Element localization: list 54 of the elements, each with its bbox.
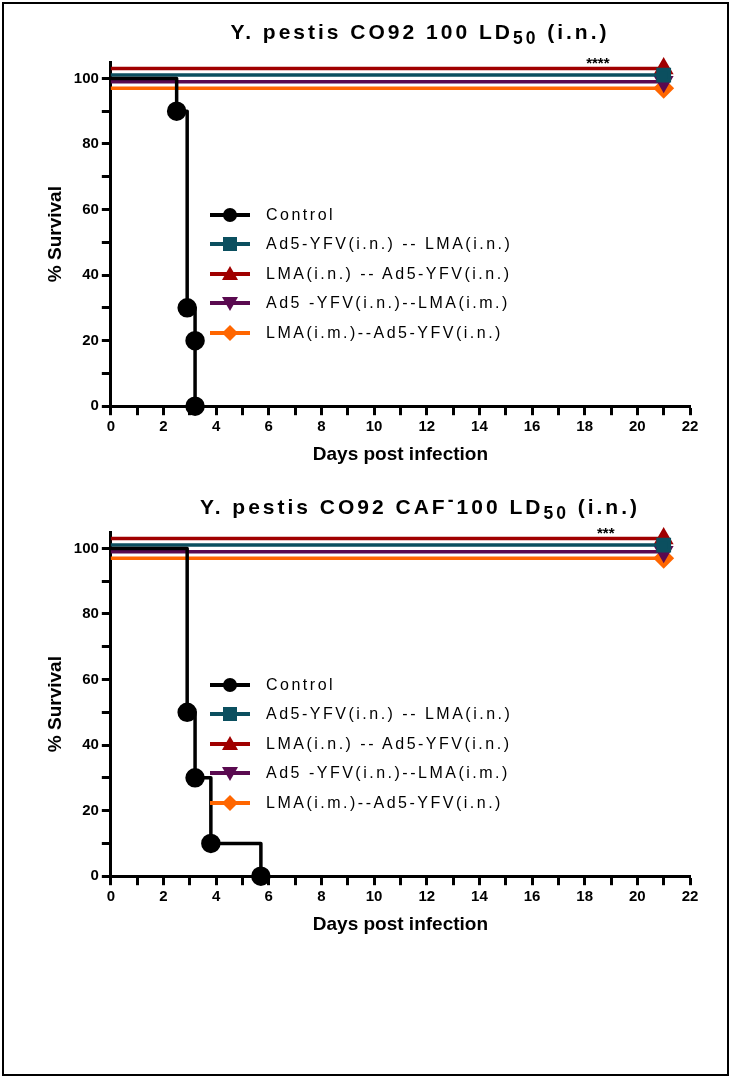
x-tick-label: 20 <box>629 417 646 435</box>
y-tick-label: 20 <box>82 330 99 348</box>
y-tick-label: 40 <box>82 265 99 283</box>
x-tick-label: 8 <box>317 887 326 905</box>
y-tick-label: 60 <box>82 199 99 217</box>
x-tick-label: 22 <box>681 887 699 905</box>
y-tick-label: 80 <box>82 604 99 622</box>
x-tick-label: 10 <box>365 417 383 435</box>
y-axis-title: % Survival <box>43 186 65 283</box>
y-tick-label: 20 <box>82 800 99 818</box>
x-tick-label: 22 <box>681 417 699 435</box>
legend-label: Control <box>266 675 336 694</box>
y-tick-label: 80 <box>82 134 99 152</box>
x-tick-label: 4 <box>211 417 221 435</box>
x-tick-label: 6 <box>264 887 273 905</box>
x-tick-label: 10 <box>365 887 383 905</box>
x-tick-label: 14 <box>471 887 489 905</box>
y-tick-label: 0 <box>90 866 99 884</box>
x-tick-label: 2 <box>159 887 168 905</box>
x-tick-label: 12 <box>418 887 436 905</box>
annotation: *** <box>597 523 615 541</box>
x-tick-label: 6 <box>264 417 273 435</box>
annotation: **** <box>586 53 610 71</box>
legend-label: Ad5 -YFV(i.n.)--LMA(i.m.) <box>266 294 510 313</box>
y-tick-label: 40 <box>82 735 99 753</box>
x-tick-label: 16 <box>523 887 541 905</box>
legend-label: LMA(i.n.) -- Ad5-YFV(i.n.) <box>266 734 512 753</box>
x-tick-label: 14 <box>471 417 489 435</box>
y-tick-label: 0 <box>90 396 99 414</box>
x-tick-label: 4 <box>211 887 221 905</box>
legend-label: LMA(i.m.)--Ad5-YFV(i.n.) <box>266 323 503 342</box>
legend-label: Ad5 -YFV(i.n.)--LMA(i.m.) <box>266 764 510 783</box>
x-tick-label: 16 <box>523 417 541 435</box>
y-tick-label: 60 <box>82 669 99 687</box>
chart-title: Y. pestis CO92 CAF$^{-}$100 LD$_{50}$ (i.n.) <box>198 490 642 525</box>
legend-label: Ad5-YFV(i.n.) -- LMA(i.n.) <box>266 705 513 724</box>
x-tick-label: 2 <box>159 417 168 435</box>
legend-label: Ad5-YFV(i.n.) -- LMA(i.n.) <box>266 235 513 254</box>
x-tick-label: 12 <box>418 417 436 435</box>
x-axis-title: Days post infection <box>312 912 489 934</box>
legend-label: LMA(i.n.) -- Ad5-YFV(i.n.) <box>266 264 512 283</box>
x-tick-label: 0 <box>106 417 115 435</box>
x-tick-label: 0 <box>106 887 115 905</box>
legend-label: Control <box>266 205 336 224</box>
y-tick-label: 100 <box>73 538 99 556</box>
x-axis-title: Days post infection <box>312 442 489 464</box>
legend-label: LMA(i.m.)--Ad5-YFV(i.n.) <box>266 793 503 812</box>
x-tick-label: 20 <box>629 887 646 905</box>
x-tick-label: 18 <box>576 417 594 435</box>
chart-title: Y. pestis CO92 100 LD$_{50}$ (i.n.) <box>229 20 611 50</box>
y-tick-label: 100 <box>73 68 99 86</box>
x-tick-label: 18 <box>576 887 594 905</box>
x-tick-label: 8 <box>317 417 326 435</box>
y-axis-title: % Survival <box>43 656 65 753</box>
